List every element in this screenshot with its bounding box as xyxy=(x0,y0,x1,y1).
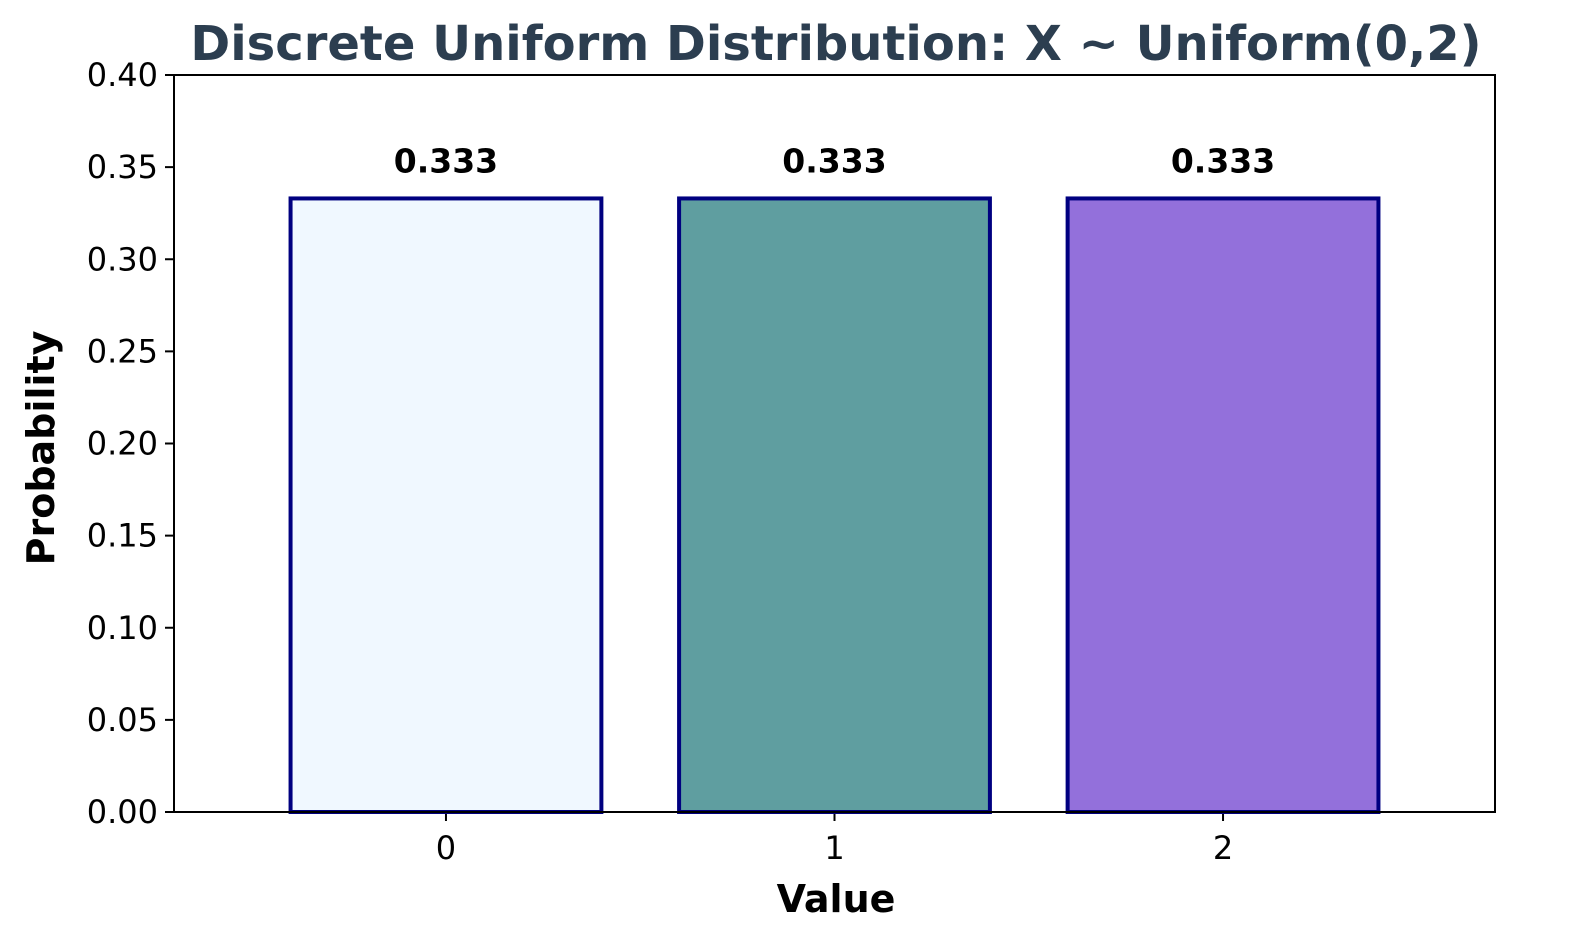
bar-2 xyxy=(1065,196,1381,814)
y-tick-label: 0.10 xyxy=(87,609,158,647)
y-tick-label: 0.25 xyxy=(87,332,158,370)
bar-value-label: 0.333 xyxy=(1171,141,1275,180)
y-tick-label: 0.05 xyxy=(87,701,158,739)
bars-group xyxy=(288,196,1381,814)
x-tick-label: 2 xyxy=(1213,829,1233,867)
chart-title: Discrete Uniform Distribution: X ~ Unifo… xyxy=(190,16,1481,72)
y-tick-label: 0.30 xyxy=(87,240,158,278)
bar-0 xyxy=(288,196,604,814)
x-tick-label: 1 xyxy=(824,829,844,867)
bar-1 xyxy=(677,196,992,814)
bar-value-labels: 0.333 0.333 0.333 xyxy=(394,141,1275,180)
y-axis-ticks: 0.00 0.05 0.10 0.15 0.20 0.25 0.30 0.35 0.40 xyxy=(87,56,174,831)
x-tick-label: 0 xyxy=(436,829,456,867)
bar-value-label: 0.333 xyxy=(782,141,886,180)
y-tick-label: 0.35 xyxy=(87,148,158,186)
y-tick-label: 0.15 xyxy=(87,517,158,555)
y-axis-label: Probability xyxy=(19,330,63,565)
y-tick-label: 0.40 xyxy=(87,56,158,94)
y-tick-label: 0.20 xyxy=(87,425,158,463)
x-axis-label: Value xyxy=(777,877,896,921)
plot-frame xyxy=(173,74,1496,813)
x-axis-ticks: 0 1 2 xyxy=(436,812,1233,867)
bar-value-label: 0.333 xyxy=(394,141,498,180)
y-tick-label: 0.00 xyxy=(87,793,158,831)
